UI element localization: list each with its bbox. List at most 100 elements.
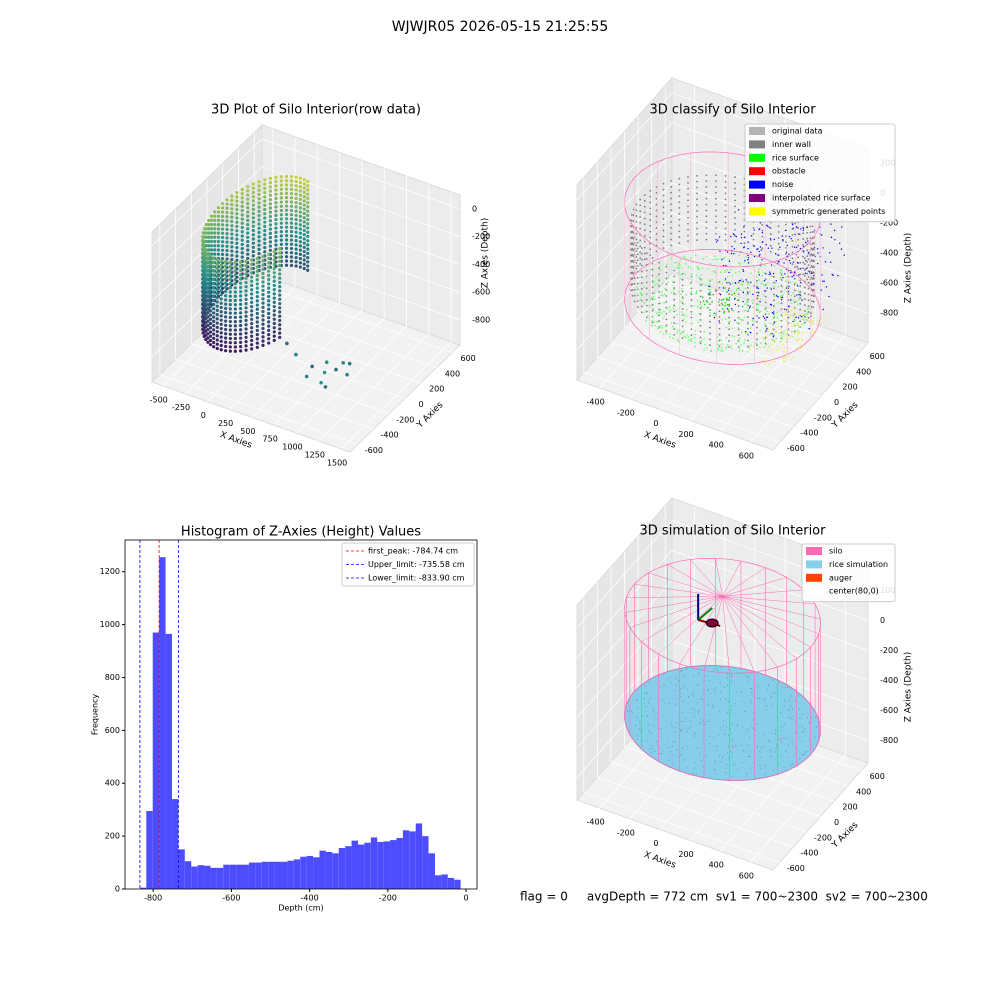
point [666,738,668,740]
point [811,242,814,245]
point [690,292,692,294]
point [678,218,681,221]
point [724,686,726,689]
point [220,235,225,240]
point [225,206,229,210]
point [251,254,255,258]
point [756,309,758,311]
point [800,268,802,270]
point [739,279,742,282]
point [272,330,276,334]
point [651,307,654,310]
point [212,277,216,281]
point [728,258,731,261]
point [228,269,232,273]
point [284,200,289,204]
point [263,220,267,224]
point [791,708,794,710]
point [748,309,750,311]
point [206,281,210,285]
point [209,235,214,239]
point [830,236,833,239]
point [791,239,794,242]
point [811,248,814,251]
point [705,203,708,206]
point [235,216,239,220]
point [802,730,804,732]
legend-label: first_peak: -784.74 cm [368,547,458,556]
point [278,297,282,301]
point [712,293,714,296]
point [728,303,731,306]
point [731,723,733,725]
point [639,227,642,230]
point [803,251,805,253]
point [727,289,730,292]
point [658,320,661,322]
point [208,266,213,271]
x-tick-label: 1250 [305,450,325,459]
point [278,314,282,318]
point [208,258,213,262]
point [762,284,765,286]
point [809,278,812,281]
point [782,725,784,727]
point [306,184,310,188]
point [289,259,294,263]
point [639,251,642,254]
point [639,198,642,201]
point [251,233,255,237]
point [653,292,656,294]
grid-line [596,162,794,428]
point [812,274,815,277]
point [737,287,740,290]
point [278,276,282,280]
point [650,324,653,327]
point [707,688,709,691]
point [705,209,708,212]
point [692,681,694,683]
z-tick-label: -800 [472,316,490,325]
point [741,278,743,281]
point [640,293,643,296]
point [699,295,702,298]
point [769,749,771,751]
point [208,326,213,330]
point [294,260,298,264]
point [725,297,728,300]
point [289,196,294,200]
point [728,296,731,299]
point [704,343,706,346]
point [807,293,810,296]
point [824,261,827,263]
point [298,235,302,240]
z-tick-label: -600 [880,279,898,288]
point [235,212,239,216]
point [763,699,765,701]
point [696,215,698,218]
point [235,250,239,254]
point [791,763,794,765]
point [656,283,659,286]
point [763,733,765,736]
point [651,316,654,318]
point [752,317,754,320]
point [748,729,750,731]
point [233,294,237,298]
point [738,350,741,353]
point [289,179,294,183]
point [690,712,692,714]
point [802,255,805,258]
point [799,344,802,346]
point [807,240,809,242]
point [673,281,676,284]
y-tick-label: 600 [105,726,120,735]
point [784,235,787,238]
point [699,307,702,310]
point [655,192,658,194]
point [772,281,775,284]
point [791,245,794,248]
bar [152,632,160,889]
point [697,267,699,270]
point [639,239,642,242]
